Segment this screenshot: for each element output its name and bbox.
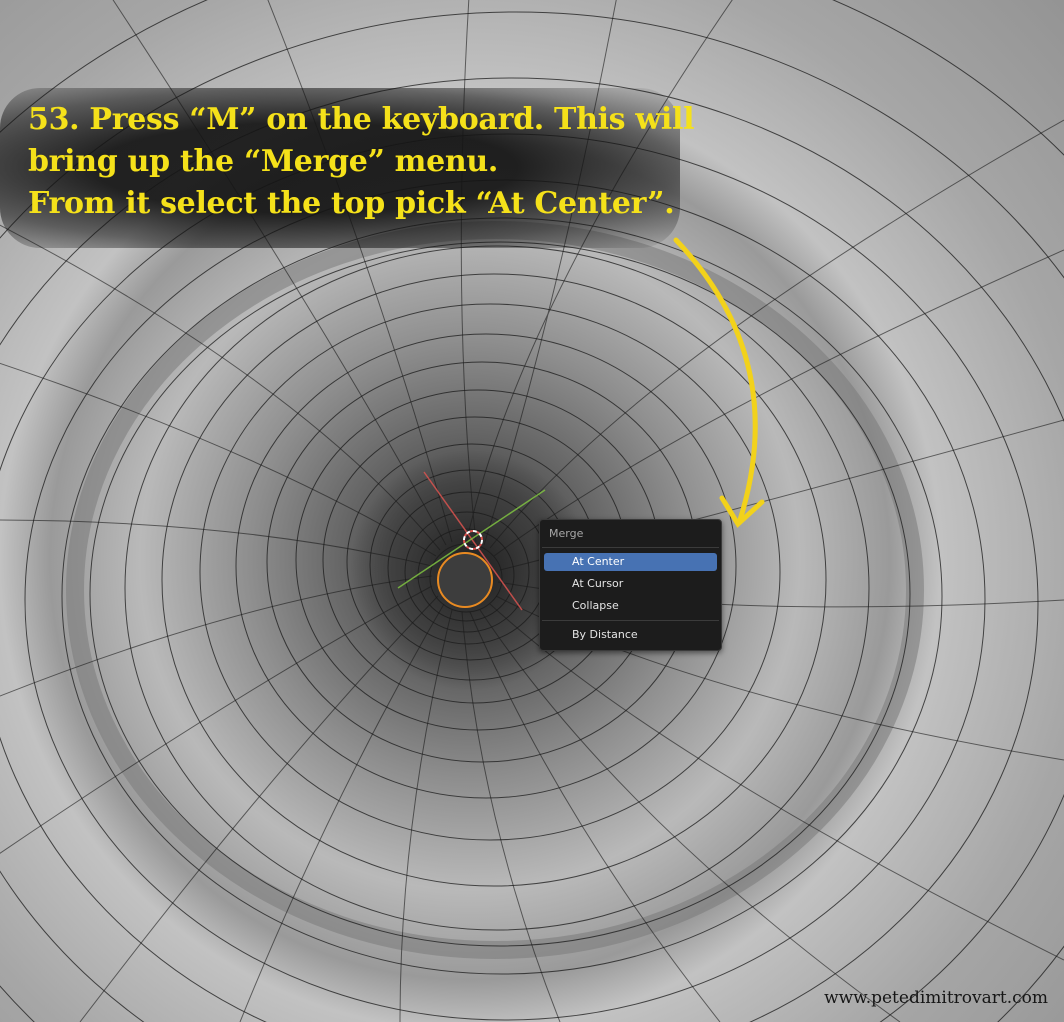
menu-item-at-center[interactable]: At Center [544,553,717,571]
menu-divider [542,547,719,548]
y-axis-line [397,489,546,589]
caption-line-1: 53. Press “M” on the keyboard. This will [28,102,695,137]
merge-menu: Merge At Center At Cursor Collapse By Di… [539,519,722,651]
menu-item-by-distance[interactable]: By Distance [572,628,638,641]
selected-face[interactable] [437,552,493,608]
menu-divider [542,620,719,621]
menu-item-collapse[interactable]: Collapse [572,599,619,612]
caption-line-3: From it select the top pick “At Center”. [28,186,675,221]
merge-menu-title: Merge [549,527,584,540]
watermark: www.petedimitrovart.com [824,988,1048,1008]
curved-arrow-icon [673,237,765,528]
3d-cursor-icon[interactable] [463,530,483,550]
instruction-caption: 53. Press “M” on the keyboard. This will… [0,88,695,248]
x-axis-line [423,471,523,611]
menu-item-at-cursor[interactable]: At Cursor [572,577,624,590]
caption-line-2: bring up the “Merge” menu. [28,144,499,179]
